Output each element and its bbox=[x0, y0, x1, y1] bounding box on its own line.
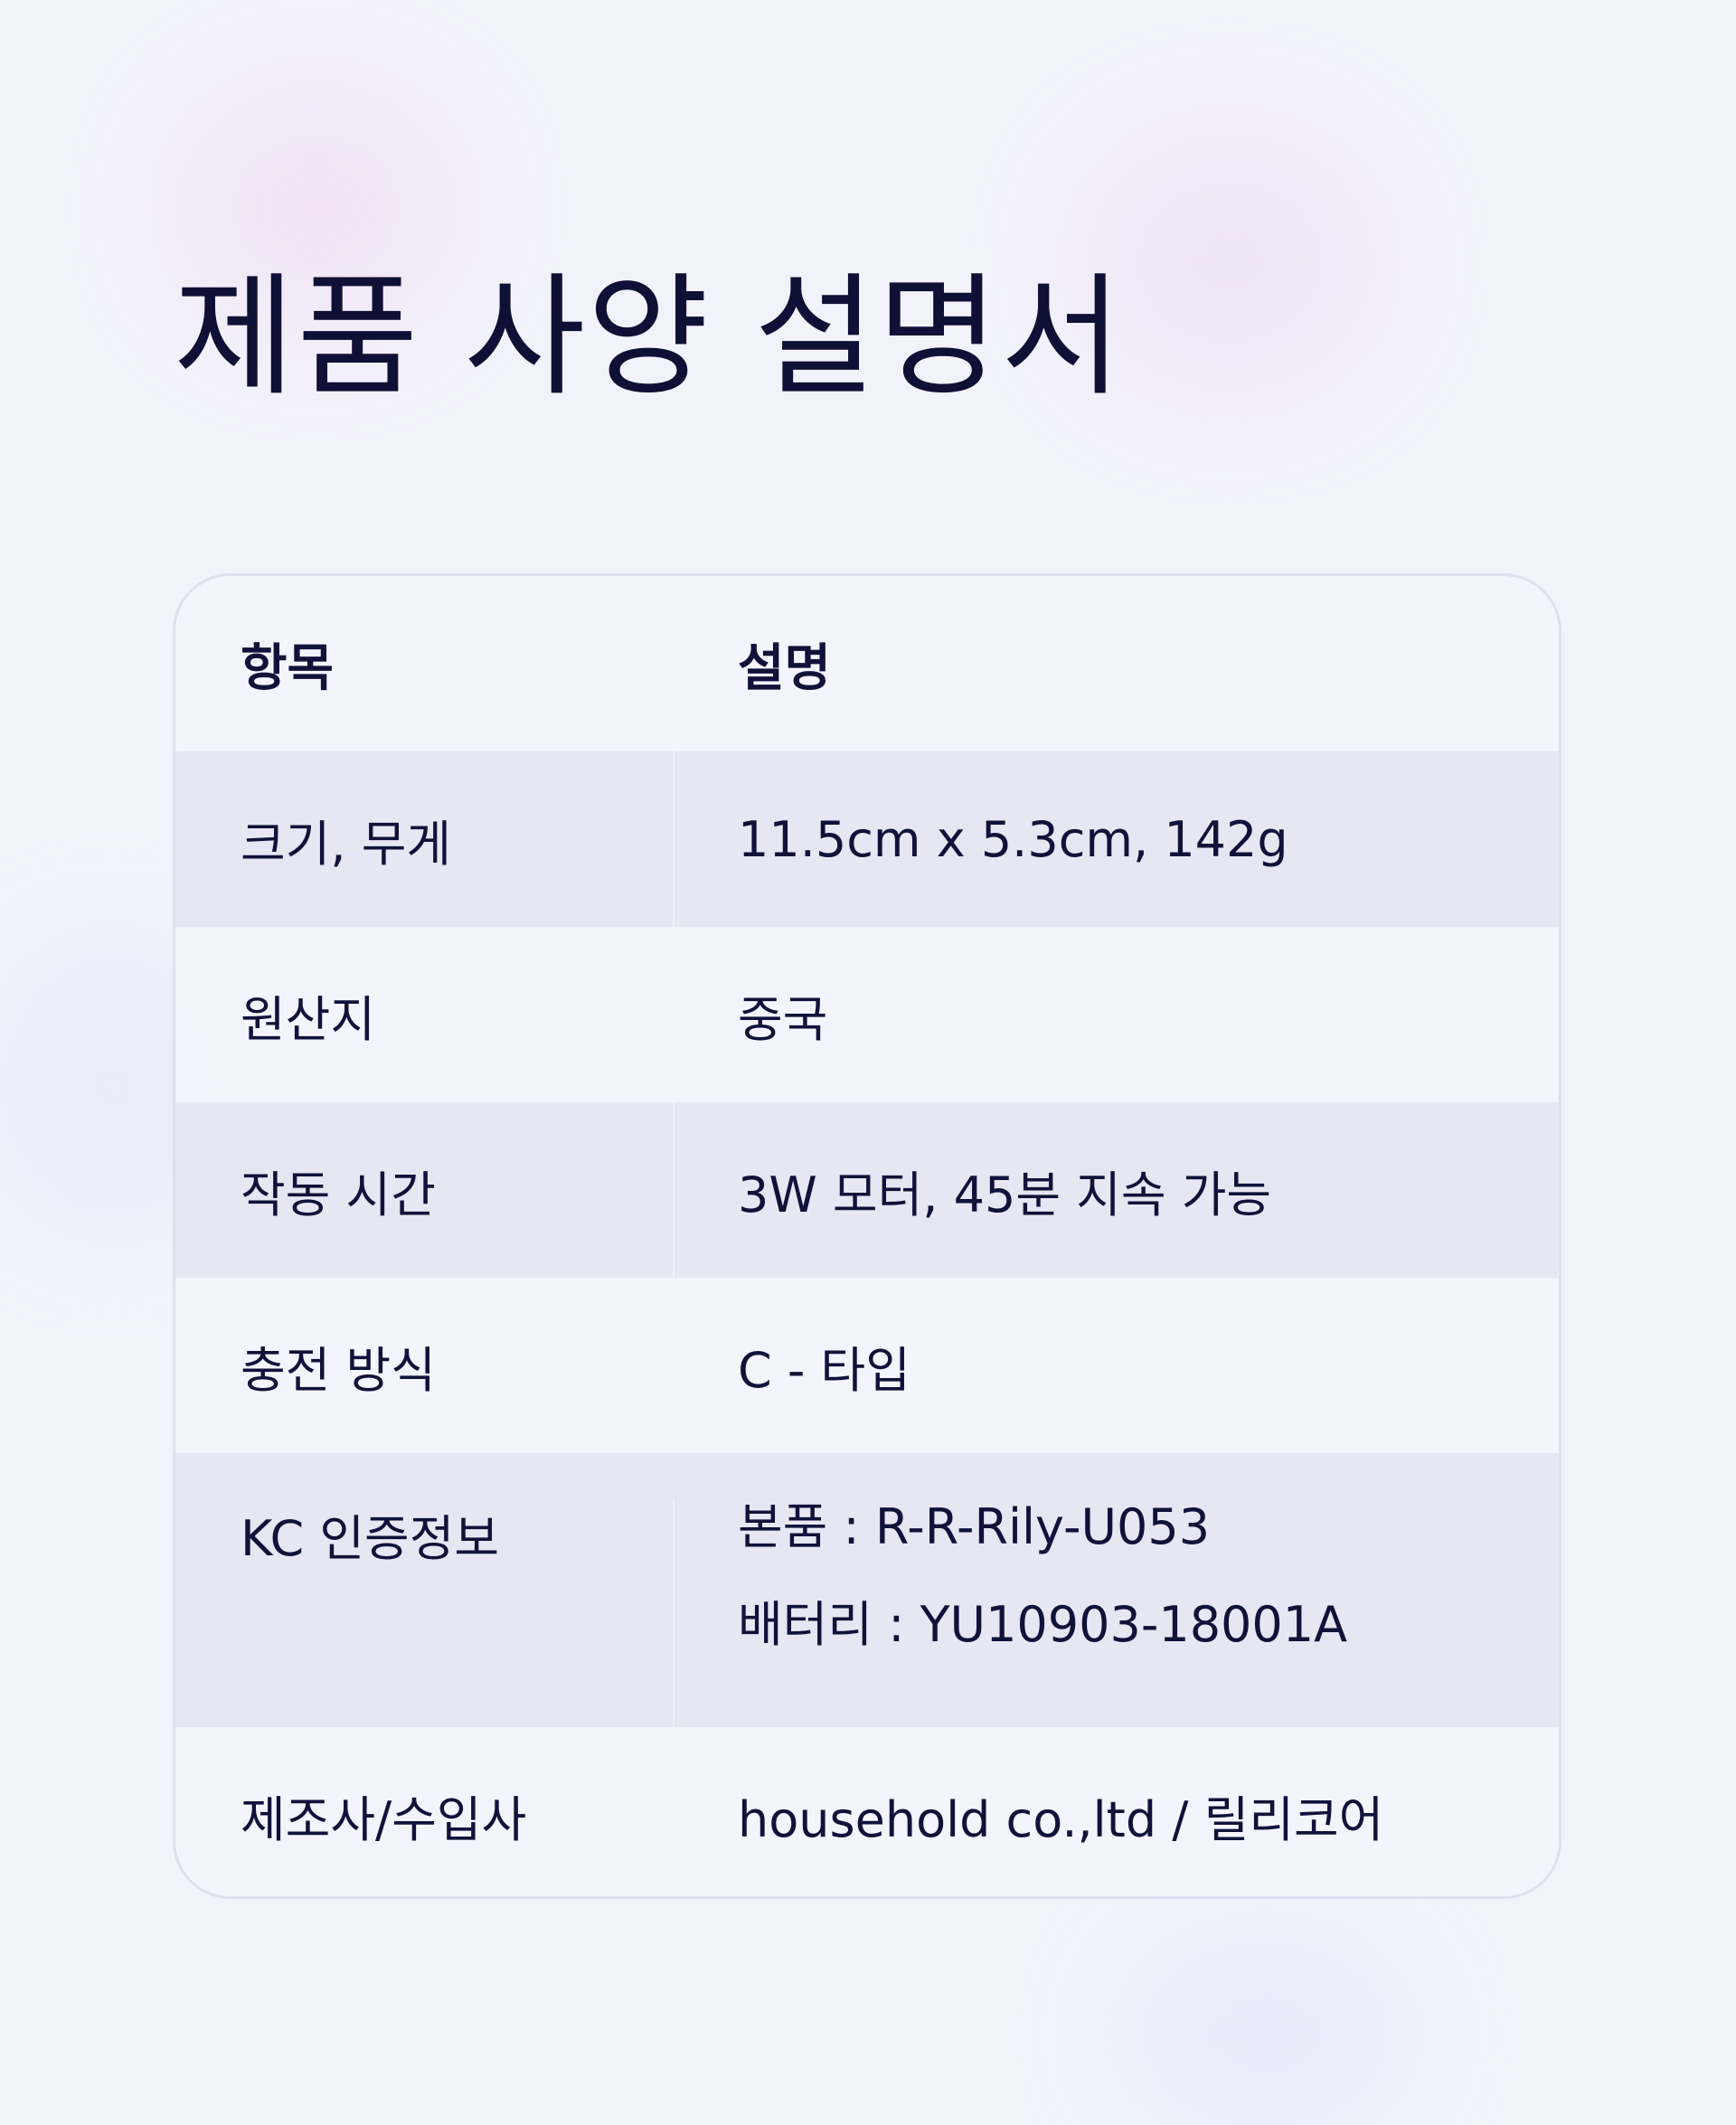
row-label: 작동 시간 bbox=[175, 1102, 675, 1278]
page-title: 제품 사양 설명서 bbox=[174, 260, 1125, 414]
table-row: 작동 시간 3W 모터, 45분 지속 가능 bbox=[175, 1102, 1559, 1278]
table-row: KC 인증정보 본품 : R-R-Rily-U053 배터리 : YU10903-1… bbox=[175, 1453, 1559, 1727]
table-row: 충전 방식 C - 타입 bbox=[175, 1278, 1559, 1453]
row-value: 11.5cm x 5.3cm, 142g bbox=[675, 811, 1559, 868]
header-item: 항목 bbox=[241, 638, 335, 698]
header-description: 설명 bbox=[738, 638, 832, 698]
row-value-line: 중국 bbox=[738, 990, 828, 1048]
bg-glow bbox=[181, 90, 452, 326]
row-label: 원산지 bbox=[241, 990, 376, 1048]
row-label: 크기, 무게 bbox=[175, 751, 675, 927]
row-value: C - 타입 bbox=[675, 1330, 1559, 1402]
row-value: 3W 모터, 45분 지속 가능 bbox=[675, 1155, 1559, 1226]
row-value-line: 11.5cm x 5.3cm, 142g bbox=[738, 810, 1288, 868]
row-value-line: household co.,ltd / 릴리코어 bbox=[738, 1790, 1384, 1848]
row-value: 본품 : R-R-Rily-U053 배터리 : YU10903-18001A bbox=[675, 1498, 1559, 1674]
table-header: 항목 설명 bbox=[175, 576, 1559, 751]
row-value: household co.,ltd / 릴리코어 bbox=[675, 1780, 1559, 1851]
row-label: 제조사/수입사 bbox=[241, 1790, 527, 1848]
bg-glow bbox=[1085, 136, 1374, 389]
row-value: 중국 bbox=[675, 979, 1559, 1051]
row-value-line: 3W 모터, 45분 지속 가능 bbox=[738, 1166, 1272, 1223]
table-row: 크기, 무게 11.5cm x 5.3cm, 142g bbox=[175, 751, 1559, 927]
row-value-line: 본품 : R-R-Rily-U053 bbox=[738, 1498, 1211, 1555]
row-value-line: 배터리 : YU10903-18001A bbox=[738, 1596, 1348, 1653]
row-value-line: C - 타입 bbox=[738, 1341, 910, 1399]
row-label: KC 인증정보 bbox=[175, 1498, 675, 1727]
bg-glow bbox=[1130, 1944, 1401, 2125]
table-row: 제조사/수입사 household co.,ltd / 릴리코어 bbox=[175, 1727, 1559, 1896]
table-row: 원산지 중국 bbox=[175, 927, 1559, 1102]
row-label: 충전 방식 bbox=[241, 1341, 436, 1399]
